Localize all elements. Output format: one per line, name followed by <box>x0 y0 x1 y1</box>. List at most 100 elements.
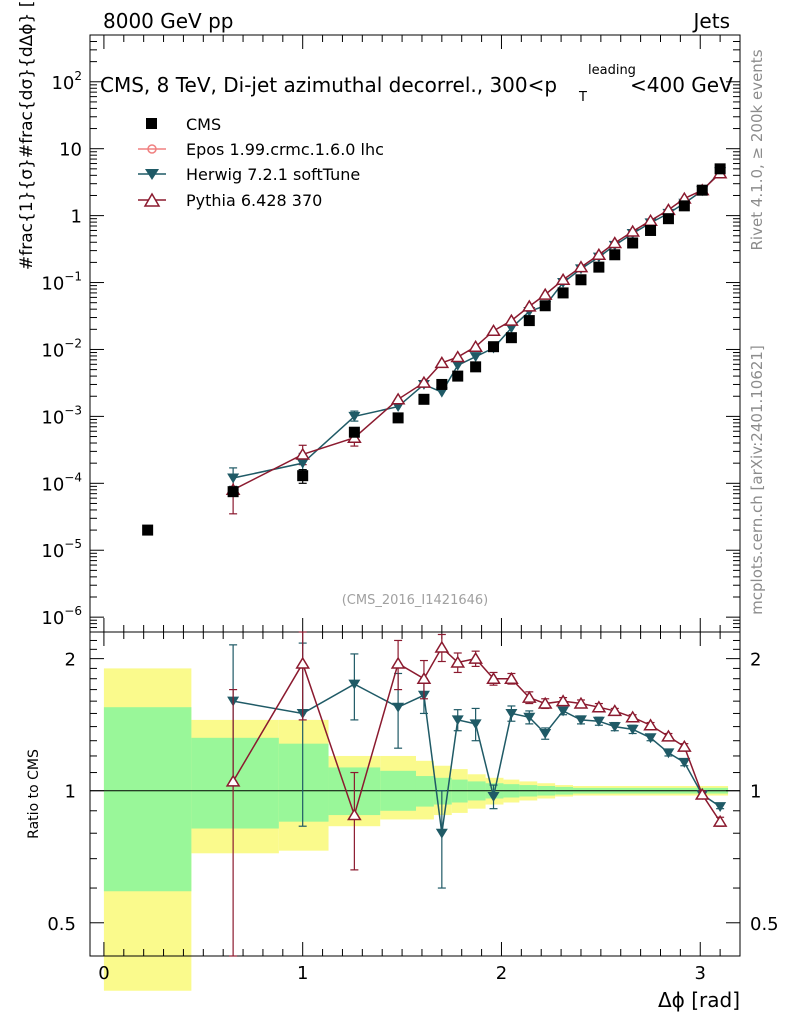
y-tick-label: 10−4 <box>41 470 82 495</box>
cms-point <box>593 261 605 273</box>
pythia-ratio-point <box>573 696 589 709</box>
pythia-main-point <box>434 356 450 369</box>
y-tick-label: 10−6 <box>41 604 82 629</box>
rivet-label: Rivet 4.1.0, ≥ 200k events <box>748 49 766 250</box>
herwig-main-point <box>451 360 464 371</box>
chart-title-sup: leading <box>588 63 636 78</box>
pythia-ratio-point <box>347 808 362 821</box>
cms-point <box>645 224 657 236</box>
cms-point <box>609 249 621 261</box>
herwig-ratio-point <box>714 802 727 812</box>
herwig-ratio-point <box>662 748 675 759</box>
pythia-main-point <box>521 299 537 312</box>
ratio-y-label: Ratio to CMS <box>26 749 42 839</box>
herwig-ratio-point <box>592 716 605 727</box>
cms-point <box>523 315 535 327</box>
pythia-ratio-point <box>555 694 571 707</box>
herwig-ratio-point <box>348 679 361 690</box>
ratio-y-tick-label-right: 2 <box>750 650 761 671</box>
cms-point <box>488 341 500 353</box>
pythia-ratio-line <box>232 646 721 823</box>
band-inner <box>278 743 329 822</box>
herwig-ratio-point <box>678 757 691 768</box>
y-tick-label: 10−5 <box>41 537 82 562</box>
chart-title-sub: T <box>578 90 587 105</box>
herwig-ratio-point <box>574 715 587 726</box>
main-y-label: #frac{1}{σ}#frac{dσ}{dΔϕ} [rad⁻¹] <box>17 0 37 270</box>
herwig-ratio-point <box>608 722 621 732</box>
pythia-main-point <box>468 339 483 352</box>
cms-point <box>297 470 309 482</box>
mcplots-label: mcplots.cern.ch [arXiv:2401.10621] <box>748 345 766 615</box>
pythia-ratio-point <box>504 671 519 684</box>
pythia-main-point <box>486 323 501 337</box>
ratio-y-tick-label-right: 1 <box>750 782 761 803</box>
herwig-ratio-line <box>232 683 721 834</box>
cms-point <box>142 524 154 536</box>
y-tick-label: 10−2 <box>41 336 82 361</box>
y-tick-label: 1 <box>71 207 82 228</box>
legend-marker-epos <box>147 144 157 154</box>
cms-point <box>627 237 639 249</box>
ratio-y-tick-label: 2 <box>65 650 76 671</box>
herwig-main-point <box>435 387 448 398</box>
cms-point <box>452 370 464 382</box>
cms-point <box>539 300 551 312</box>
cms-point <box>436 378 448 390</box>
pythia-ratio-point <box>434 640 450 653</box>
pythia-ratio-point <box>694 787 710 800</box>
pythia-ratio-point <box>591 700 607 713</box>
y-tick-label: 10 <box>59 140 82 161</box>
x-tick-label: 1 <box>297 963 308 984</box>
herwig-ratio-point <box>392 702 405 713</box>
pythia-main-point <box>537 287 553 300</box>
legend-marker-pythia <box>143 192 161 207</box>
herwig-ratio-point <box>539 729 552 739</box>
pythia-ratio-point <box>625 710 640 723</box>
pythia-main-line <box>232 172 721 491</box>
pythia-main-point <box>555 272 571 286</box>
pythia-ratio-point <box>537 696 553 709</box>
cms-point <box>227 486 239 498</box>
pythia-main-point <box>450 350 466 363</box>
legend: CMS Epos 1.99.crmc.1.6.0 lhc Herwig 7.2.… <box>138 115 384 210</box>
cms-point <box>678 200 690 212</box>
pythia-ratio-point <box>677 739 692 752</box>
data-marks <box>142 163 728 957</box>
x-axis-label: Δϕ [rad] <box>658 988 740 1012</box>
herwig-main-point <box>469 352 482 363</box>
cms-point <box>557 287 569 299</box>
legend-label-pythia: Pythia 6.428 370 <box>186 191 322 210</box>
y-tick-label: 10−3 <box>41 403 82 428</box>
cms-point <box>662 213 674 225</box>
legend-label-epos: Epos 1.99.crmc.1.6.0 lhc <box>186 140 384 159</box>
pythia-ratio-point <box>661 729 676 742</box>
herwig-ratio-point <box>451 715 464 726</box>
y-tick-label: 102 <box>51 69 82 94</box>
pythia-main-point <box>625 224 640 237</box>
cms-point <box>696 184 708 196</box>
x-tick-label: 3 <box>695 963 706 984</box>
pythia-ratio-point <box>468 651 483 664</box>
cms-point <box>714 163 726 175</box>
herwig-main-point <box>296 458 309 469</box>
herwig-ratio-point <box>505 708 518 719</box>
herwig-ratio-point <box>487 792 500 802</box>
legend-marker-herwig <box>145 169 159 180</box>
ratio-y-tick-label: 1 <box>65 782 76 803</box>
pythia-main-point <box>416 375 432 388</box>
pythia-main-point <box>591 247 607 261</box>
herwig-ratio-point <box>626 724 639 735</box>
herwig-main-line <box>232 171 721 479</box>
herwig-main-point <box>227 473 240 484</box>
cms-point <box>392 412 404 424</box>
pythia-ratio-point <box>607 704 623 717</box>
chart-title-tail: <400 GeV <box>630 73 733 97</box>
pythia-ratio-point <box>416 671 432 684</box>
pythia-ratio-point <box>486 671 501 684</box>
pythia-main-point <box>504 313 519 326</box>
pythia-main-point <box>295 447 311 460</box>
header-right: Jets <box>692 9 730 33</box>
herwig-ratio-point <box>469 719 482 730</box>
